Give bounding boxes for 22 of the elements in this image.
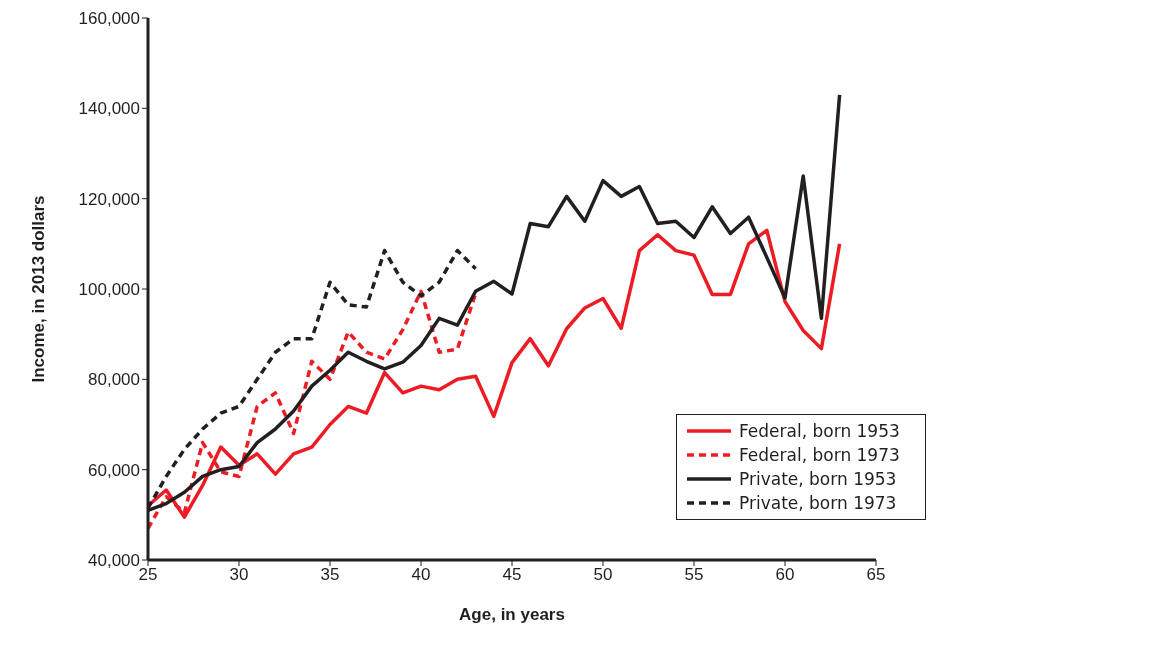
x-tick-label: 65 (866, 565, 886, 585)
x-tick-label: 30 (229, 565, 249, 585)
y-tick-label: 40,000 (88, 551, 140, 571)
legend-label: Private, born 1953 (739, 469, 897, 489)
y-tick-label: 140,000 (78, 99, 140, 119)
x-tick-label: 40 (411, 565, 431, 585)
x-axis-title: Age, in years (459, 605, 565, 624)
y-tick-label: 80,000 (88, 370, 140, 390)
x-tick-label: 55 (684, 565, 704, 585)
x-tick-label: 60 (775, 565, 795, 585)
x-tick-label: 45 (502, 565, 522, 585)
legend-label: Private, born 1973 (739, 493, 897, 513)
x-tick-label: 25 (138, 565, 158, 585)
y-tick-label: 60,000 (88, 460, 140, 480)
y-axis-title: Income, in 2013 dollars (29, 195, 49, 383)
legend-label: Federal, born 1973 (739, 445, 900, 465)
legend-label: Federal, born 1953 (739, 421, 900, 441)
y-tick-label: 100,000 (78, 280, 140, 300)
x-tick-label: 50 (593, 565, 613, 585)
y-tick-label: 120,000 (78, 189, 140, 209)
x-tick-label: 35 (320, 565, 340, 585)
y-tick-label: 160,000 (78, 9, 140, 29)
